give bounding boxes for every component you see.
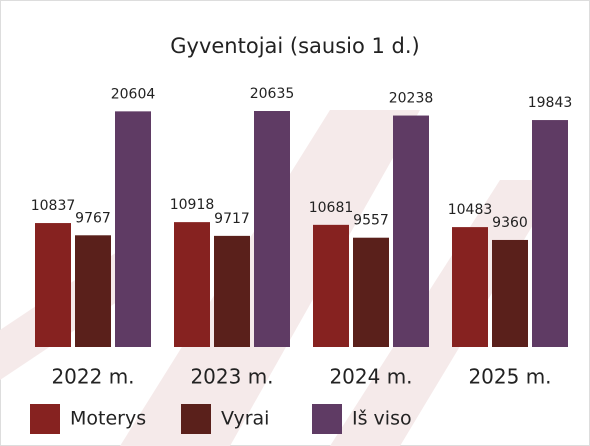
value-label: 9767 — [75, 210, 111, 226]
x-tick-label: 2023 m. — [190, 365, 273, 389]
bar — [393, 115, 429, 348]
chart-title: Gyventojai (sausio 1 d.) — [170, 34, 420, 58]
bar — [492, 239, 528, 347]
value-label: 10681 — [309, 200, 354, 216]
bar — [115, 111, 151, 347]
bar — [532, 120, 568, 347]
bar — [214, 235, 250, 347]
legend-swatch — [30, 404, 60, 434]
bar — [452, 227, 488, 347]
legend-label: Moterys — [70, 408, 146, 430]
x-tick-label: 2025 m. — [468, 365, 551, 389]
legend-swatch — [312, 404, 342, 434]
value-label: 20238 — [389, 91, 434, 107]
value-label: 9360 — [492, 215, 528, 231]
legend-swatch — [181, 404, 211, 434]
bar — [174, 222, 210, 347]
value-label: 20635 — [250, 86, 295, 102]
legend-label: Iš viso — [352, 408, 412, 430]
value-label: 20604 — [111, 86, 156, 102]
x-tick-label: 2024 m. — [329, 365, 412, 389]
value-label: 10837 — [31, 198, 76, 214]
value-label: 9557 — [353, 213, 389, 229]
value-label: 9717 — [214, 211, 250, 227]
x-tick-label: 2022 m. — [51, 365, 134, 389]
bar — [313, 224, 349, 347]
value-label: 10483 — [448, 202, 493, 218]
legend-label: Vyrai — [221, 408, 269, 430]
bar — [35, 223, 71, 347]
bar — [353, 237, 389, 347]
value-label: 19843 — [528, 95, 573, 111]
value-label: 10918 — [170, 197, 215, 213]
bar — [75, 235, 111, 347]
bar — [254, 111, 290, 347]
